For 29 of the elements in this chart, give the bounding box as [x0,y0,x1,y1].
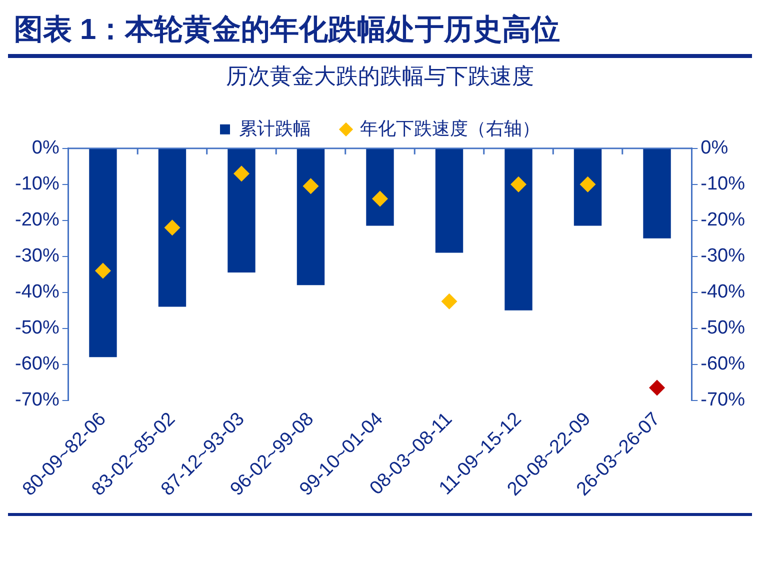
point [441,293,458,310]
point [372,190,388,207]
point [164,220,180,236]
y-tick-label: -30% [14,246,60,267]
y2-tick-label: -60% [700,354,746,375]
y-tick-label: -10% [14,174,60,195]
y-tick-label: -20% [14,210,60,231]
y-tick-label: -70% [14,390,60,411]
legend-label: 年化下跌速度（右轴） [360,118,540,138]
point [580,176,596,192]
y2-tick-label: -20% [700,210,746,231]
y-tick-label: -50% [14,318,60,339]
y2-tick-label: -50% [700,318,746,339]
y2-tick-label: -40% [700,282,746,303]
y2-tick-label: 0% [700,138,728,159]
y2-tick-label: -70% [700,390,746,411]
legend-label: 累计跌幅 [239,118,311,138]
y2-tick-label: -30% [700,246,746,267]
point [94,262,111,279]
point [510,176,527,192]
point [649,380,666,396]
chart-subtitle: 历次黄金大跌的跌幅与下跌速度 [226,63,534,88]
chart-title: 图表 1：本轮黄金的年化跌幅处于历史高位 [13,12,562,48]
y-tick-label: -60% [14,354,60,375]
y-tick-label: 0% [32,138,60,159]
y-tick-label: -40% [14,282,60,303]
point [233,166,250,182]
y2-tick-label: -10% [700,174,746,195]
point [302,178,319,194]
